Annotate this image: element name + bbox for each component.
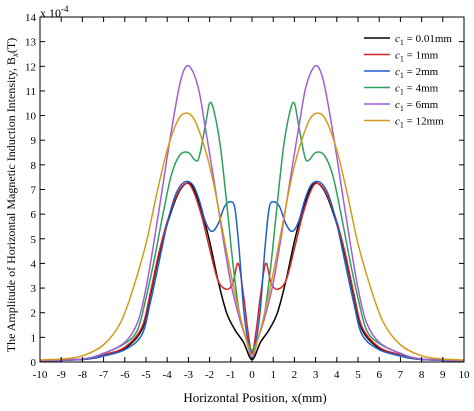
y-tick-label: 12 xyxy=(25,61,36,73)
series-line-3 xyxy=(39,101,465,362)
x-tick-label: -7 xyxy=(99,369,109,381)
plot-frame xyxy=(39,16,465,363)
y-tick-label: 7 xyxy=(31,185,37,197)
x-tick-label: -10 xyxy=(33,369,48,381)
y-axis-title-unit: (T) xyxy=(4,38,18,53)
x-tick-label: -8 xyxy=(78,369,88,381)
x-tick-label: -5 xyxy=(141,369,151,381)
legend-entry-sub: 1 xyxy=(400,104,404,113)
x-tick-label: -1 xyxy=(226,369,235,381)
legend-entry-suffix: = 12mm xyxy=(404,116,444,128)
y-tick-label: 0 xyxy=(31,357,37,369)
legend-entry-prefix: c xyxy=(395,116,400,128)
x-tick-label: -4 xyxy=(163,369,173,381)
x-tick-label: 6 xyxy=(376,369,382,381)
x-tick-label: 1 xyxy=(270,369,276,381)
legend-entry-3: c1 = 4mm xyxy=(395,83,439,97)
y-tick-label: 5 xyxy=(31,234,37,246)
x-axis-title: Horizontal Position, x(mm) xyxy=(183,390,326,405)
y-multiplier-base: x 10 xyxy=(40,6,61,20)
y-tick-label: 10 xyxy=(25,111,37,123)
legend-entry-suffix: = 1mm xyxy=(404,50,439,62)
x-tick-label: -6 xyxy=(120,369,130,381)
series-line-5 xyxy=(39,112,465,361)
y-tick-label: 13 xyxy=(25,37,37,49)
legend-entry-prefix: c xyxy=(395,50,400,62)
x-tick-label: 3 xyxy=(313,369,319,381)
legend-entry-suffix: = 0.01mm xyxy=(404,33,453,45)
y-tick-label: 8 xyxy=(31,160,37,172)
legend-entry-sub: 1 xyxy=(400,38,404,47)
legend-entry-suffix: = 2mm xyxy=(404,66,439,78)
y-tick-label: 2 xyxy=(31,308,37,320)
legend-entry-sub: 1 xyxy=(400,55,404,64)
y-multiplier-exp: -4 xyxy=(61,4,69,14)
y-axis-title: The Amplitude of Horizontal Magnetic Ind… xyxy=(4,38,20,353)
x-tick-labels: -10 -9 -8 -7 -6 -5 -4 -3 -2 -1 0 1 2 3 4 5 6 7 8 9 10 xyxy=(33,369,470,381)
x-tick-label: -3 xyxy=(184,369,194,381)
y-tick-label: 3 xyxy=(31,283,37,295)
x-tick-label: -9 xyxy=(57,369,67,381)
legend-entry-2: c1 = 2mm xyxy=(395,66,439,80)
x-tick-label: 5 xyxy=(355,369,361,381)
y-tick-label: 4 xyxy=(31,258,37,270)
axes xyxy=(39,16,465,363)
legend-entry-suffix: = 4mm xyxy=(404,83,439,95)
y-tick-label: 14 xyxy=(25,12,37,24)
legend-entry-0: c1 = 0.01mm xyxy=(395,33,452,47)
y-tick-label: 1 xyxy=(31,332,37,344)
legend-entry-1: c1 = 1mm xyxy=(395,50,439,64)
x-tick-label: 8 xyxy=(419,369,425,381)
series-line-2 xyxy=(39,180,465,362)
y-tick-label: 6 xyxy=(31,209,37,221)
y-multiplier: x 10-4 xyxy=(40,4,69,20)
legend-entry-4: c1 = 6mm xyxy=(395,99,439,113)
y-tick-label: 11 xyxy=(25,86,36,98)
legend-entry-sub: 1 xyxy=(400,88,404,97)
legend-entry-5: c1 = 12mm xyxy=(395,116,444,130)
legend-entry-sub: 1 xyxy=(400,121,404,130)
x-tick-label: 9 xyxy=(440,369,446,381)
legend-entry-prefix: c xyxy=(395,33,400,45)
legend-entry-sub: 1 xyxy=(400,71,404,80)
legend-entry-prefix: c xyxy=(395,66,400,78)
x-tick-label: 4 xyxy=(334,369,340,381)
series-line-1 xyxy=(39,182,465,362)
y-tick-label: 9 xyxy=(31,135,37,147)
x-tick-label: 0 xyxy=(249,369,255,381)
x-tick-label: 10 xyxy=(459,369,471,381)
x-tick-label: 2 xyxy=(292,369,298,381)
x-tick-label: 7 xyxy=(398,369,404,381)
series-line-0 xyxy=(39,182,465,362)
y-axis-title-sub: x xyxy=(10,53,20,58)
legend-entry-suffix: = 6mm xyxy=(404,99,439,111)
legend-entry-prefix: c xyxy=(395,83,400,95)
x-tick-label: -2 xyxy=(205,369,214,381)
legend-entry-prefix: c xyxy=(395,99,400,111)
y-axis-title-main: The Amplitude of Horizontal Magnetic Ind… xyxy=(4,57,18,352)
